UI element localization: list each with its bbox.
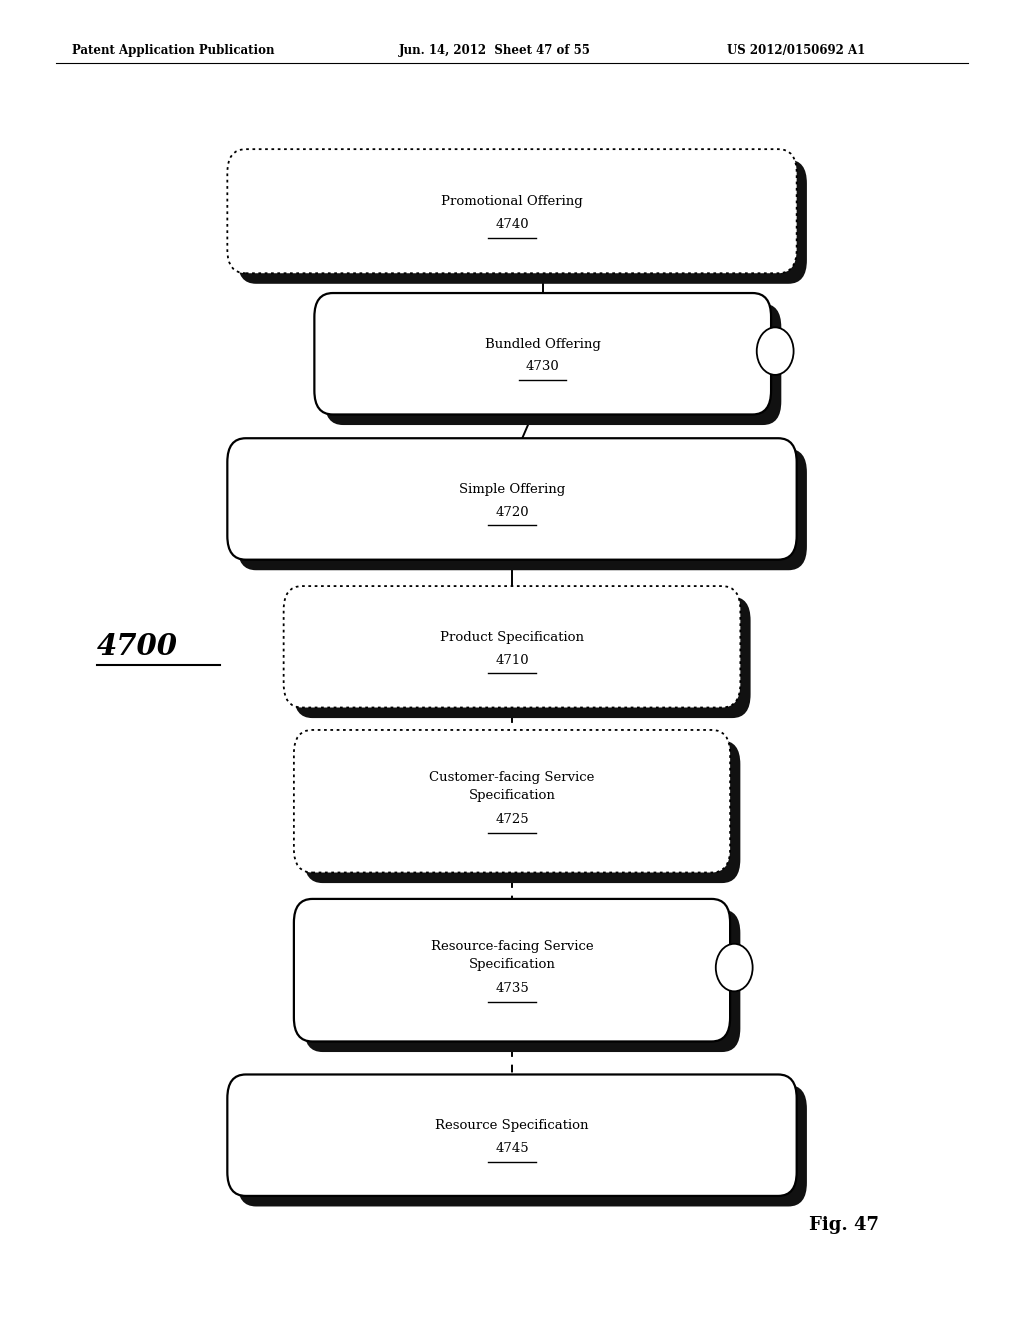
Text: 4720: 4720 [496, 506, 528, 519]
FancyBboxPatch shape [294, 597, 751, 718]
Text: Resource-facing Service: Resource-facing Service [431, 940, 593, 953]
Text: Customer-facing Service: Customer-facing Service [429, 771, 595, 784]
FancyBboxPatch shape [314, 293, 771, 414]
FancyBboxPatch shape [227, 438, 797, 560]
Text: 4700: 4700 [97, 632, 178, 661]
Text: Specification: Specification [469, 958, 555, 972]
Text: 4740: 4740 [496, 218, 528, 231]
Text: Promotional Offering: Promotional Offering [441, 195, 583, 209]
FancyBboxPatch shape [227, 149, 797, 273]
Text: Fig. 47: Fig. 47 [809, 1216, 879, 1234]
FancyBboxPatch shape [325, 304, 781, 425]
Text: Patent Application Publication: Patent Application Publication [72, 44, 274, 57]
Text: Bundled Offering: Bundled Offering [484, 338, 601, 351]
FancyBboxPatch shape [238, 160, 807, 284]
Text: Product Specification: Product Specification [440, 631, 584, 644]
Text: US 2012/0150692 A1: US 2012/0150692 A1 [727, 44, 865, 57]
FancyBboxPatch shape [238, 1085, 807, 1206]
FancyBboxPatch shape [238, 449, 807, 570]
Text: Specification: Specification [469, 789, 555, 803]
Text: Resource Specification: Resource Specification [435, 1119, 589, 1133]
Circle shape [757, 327, 794, 375]
FancyBboxPatch shape [304, 741, 740, 883]
FancyBboxPatch shape [304, 909, 740, 1052]
Text: Simple Offering: Simple Offering [459, 483, 565, 496]
Text: 4730: 4730 [526, 360, 559, 374]
FancyBboxPatch shape [227, 1074, 797, 1196]
Text: 4710: 4710 [496, 653, 528, 667]
Text: 4745: 4745 [496, 1142, 528, 1155]
FancyBboxPatch shape [294, 730, 730, 873]
FancyBboxPatch shape [294, 899, 730, 1041]
Text: 4725: 4725 [496, 813, 528, 826]
Circle shape [716, 944, 753, 991]
FancyBboxPatch shape [284, 586, 740, 708]
Text: 4735: 4735 [496, 982, 528, 995]
Text: Jun. 14, 2012  Sheet 47 of 55: Jun. 14, 2012 Sheet 47 of 55 [399, 44, 591, 57]
